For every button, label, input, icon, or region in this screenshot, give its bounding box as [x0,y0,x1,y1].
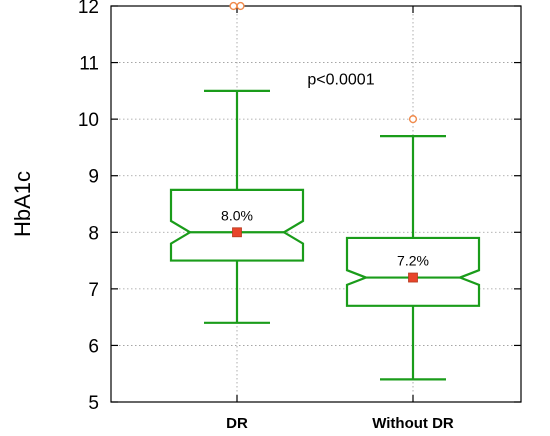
outlier-point [236,1,245,11]
notched-box [169,188,305,262]
p-value-annotation: p<0.0001 [307,72,374,89]
boxes-layer: 8.0% 7.2% [169,1,481,381]
x-category-label: DR [226,415,248,432]
notched-box [345,236,481,307]
y-tick-label: 5 [88,393,99,414]
y-tick-label: 8 [88,223,99,244]
box-1: 7.2% [345,115,481,381]
box-0: 8.0% [169,1,305,324]
y-tick-label: 12 [78,0,99,18]
y-tick-label: 7 [88,280,99,301]
median-marker [232,227,242,238]
x-category-label: Without DR [372,415,454,432]
y-tick-label: 10 [78,110,99,131]
y-axis: 5 6 7 8 9 10 11 12 DR Without DR [78,0,521,432]
median-marker [408,272,418,283]
y-axis-label: HbA1c [10,171,35,237]
y-tick-label: 9 [88,167,99,188]
median-label: 7.2% [397,253,429,269]
outlier-point [229,1,238,11]
y-tick-label: 11 [79,54,99,75]
plot-frame [110,5,522,403]
median-label: 8.0% [221,207,253,223]
outlier-point [408,115,418,124]
y-tick-label: 6 [88,336,99,357]
